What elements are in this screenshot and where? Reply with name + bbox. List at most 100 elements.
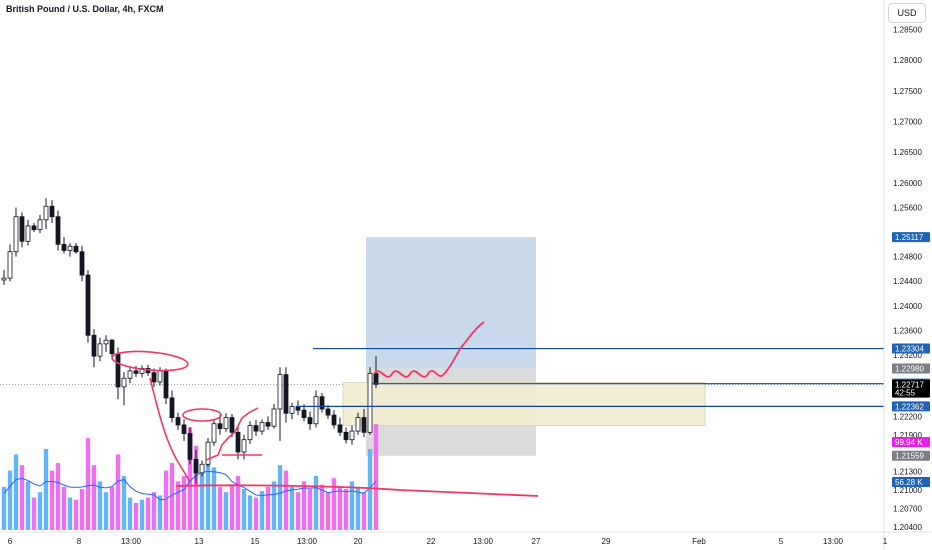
freehand-drawings [111,321,539,497]
candle [217,415,223,435]
candle-body [79,251,85,276]
candle [229,413,235,438]
time-tick-label: 29 [602,537,611,546]
candle-body [301,409,307,418]
candle [55,210,61,251]
drawn-path-up [205,407,259,461]
volume-bar [211,467,217,530]
candle-body [85,274,91,336]
candle [67,243,73,257]
candle [283,367,289,423]
volume-bar [109,486,115,530]
candle-body [367,372,373,433]
time-tick-label: 13:00 [121,537,142,546]
volume-bar [253,497,259,530]
candle [181,419,187,441]
candle [355,412,361,435]
candle-body [133,370,139,374]
price-tag-label: 1.25117 [895,233,924,242]
price-tick-label: 1.21900 [893,431,922,440]
volume-bar [259,491,265,530]
candle-body [217,423,223,430]
volume-bar [277,465,283,530]
candle [349,425,355,445]
price-tick-label: 1.28500 [893,25,922,34]
candle-body [55,216,61,245]
candle [91,329,97,368]
volume-bar [121,476,127,530]
candle [223,413,229,432]
candle-body [319,396,325,410]
candle [163,368,169,405]
candle [205,437,211,467]
candle-body [163,370,169,399]
projected-wave-path [373,321,485,378]
price-tag: 1.23304 [892,343,930,354]
candle-body [277,374,283,410]
time-tick-label: 13:00 [297,537,318,546]
candle-body [31,225,37,231]
price-tick-label: 1.24800 [893,253,922,262]
volume-bar [7,470,13,530]
candle [367,367,373,435]
volume-bar [337,486,343,530]
circle-annotation-1 [111,350,189,372]
time-tick-label: 1 [883,537,888,546]
price-tick-label: 1.27000 [893,118,922,127]
candle-body [355,417,361,432]
candle-body [1,277,7,281]
candle [259,419,265,435]
candle [193,450,199,484]
volume-bar [283,470,289,530]
volume-bar [295,492,301,530]
volume-bar [325,492,331,530]
candle [247,421,253,444]
price-tag-label: 1.22980 [895,364,924,373]
volume-bar [175,481,181,530]
candle-body [169,397,175,418]
volume-bar [169,463,175,530]
volume-bar [181,476,187,530]
price-tick-label: 1.26500 [893,148,922,157]
candle [73,243,79,254]
candle [85,270,91,343]
candle-body [181,424,187,434]
candle-body [271,408,277,427]
volume-bar [289,486,295,530]
candle-body [325,408,331,416]
price-tick-label: 1.26000 [893,179,922,188]
candle-body [25,225,31,242]
candle-body [349,430,355,441]
candle-body [337,424,343,433]
currency-button[interactable]: USD [888,3,926,23]
price-tick-label: 1.25600 [893,204,922,213]
price-tag-label: 1.22717 [895,381,924,390]
candle-body [157,370,163,383]
candle [175,412,181,430]
price-tag-label: 1.22362 [895,402,924,411]
volume-bar [145,497,151,530]
volume-bar [85,438,91,530]
candle-body [193,458,199,474]
candle [307,411,313,430]
volume-tag-label: 99.94 K [895,438,923,447]
candle-body [241,439,247,453]
time-tick-label: 13:00 [473,537,494,546]
volume-bar [91,465,97,530]
candle [61,236,67,254]
volume-bar [163,470,169,530]
candle-body [187,433,193,460]
volume-bar [13,454,19,530]
candle-body [283,374,289,414]
candle [7,244,13,282]
candle-body [13,216,19,253]
candle-body [127,370,133,379]
time-tick-label: 22 [427,537,436,546]
price-tick-label: 1.20400 [893,523,922,532]
price-tag-background [892,379,930,398]
price-tag-countdown: 42:55 [895,389,916,398]
candle [343,427,349,444]
volume-bar [229,484,235,530]
candle [121,372,127,406]
